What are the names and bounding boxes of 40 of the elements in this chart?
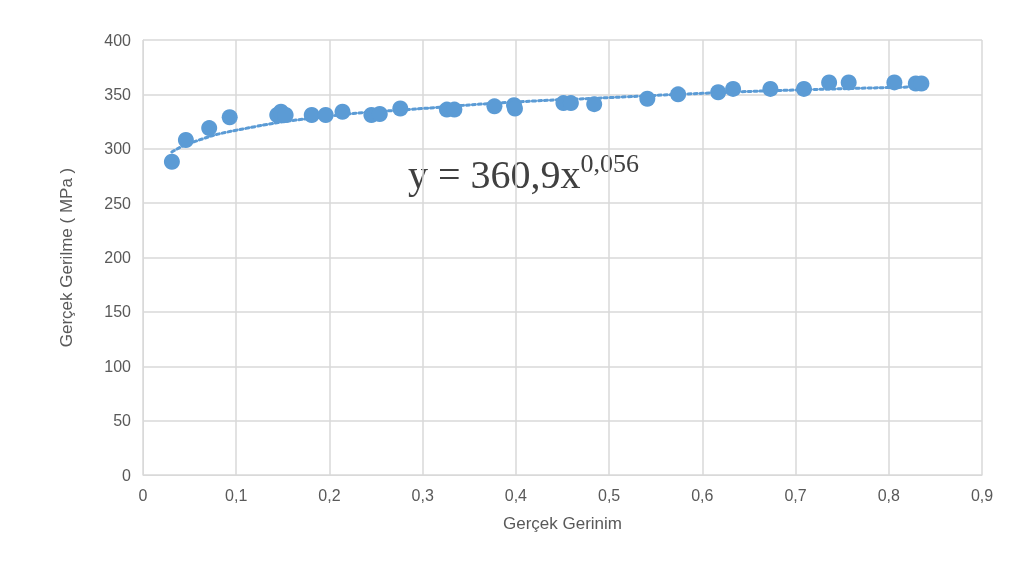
- point: [670, 86, 687, 103]
- x-tick-label: 0,7: [784, 486, 807, 504]
- y-tick-label: 0: [122, 466, 132, 484]
- point: [762, 80, 779, 97]
- y-axis-title: Gerçek Gerilme ( MPa ): [57, 167, 76, 348]
- x-tick-label: 0,2: [318, 486, 341, 504]
- point: [177, 132, 194, 149]
- x-tick-label: 0,6: [691, 486, 714, 504]
- point: [221, 109, 238, 126]
- point: [486, 98, 503, 115]
- point: [586, 96, 603, 113]
- point: [710, 84, 727, 101]
- x-tick-label: 0,8: [877, 486, 900, 504]
- y-tick-label: 400: [104, 31, 132, 49]
- point: [317, 107, 334, 124]
- point: [392, 100, 409, 117]
- point: [795, 80, 812, 97]
- point: [886, 74, 903, 91]
- point: [840, 74, 857, 91]
- y-tick-label: 350: [104, 85, 132, 103]
- x-tick-label: 0,1: [225, 486, 248, 504]
- point: [821, 74, 838, 91]
- y-tick-label: 100: [104, 357, 132, 375]
- point: [334, 103, 351, 120]
- y-tick-label: 300: [104, 140, 132, 158]
- y-tick-label: 250: [104, 194, 132, 212]
- x-tick-label: 0,3: [411, 486, 434, 504]
- x-tick-label: 0,5: [597, 486, 621, 504]
- point: [303, 107, 320, 124]
- y-tick-label: 150: [104, 303, 132, 321]
- x-tick-label: 0,4: [504, 486, 528, 504]
- point: [725, 80, 742, 97]
- point: [163, 153, 180, 170]
- point: [201, 120, 218, 137]
- x-axis-title: Gerçek Gerinim: [502, 514, 623, 533]
- x-tick-label: 0: [138, 486, 148, 504]
- y-tick-label: 200: [104, 249, 132, 266]
- y-tick-label: 50: [113, 412, 132, 430]
- x-tick-label: 0,9: [970, 486, 994, 504]
- point: [639, 90, 656, 107]
